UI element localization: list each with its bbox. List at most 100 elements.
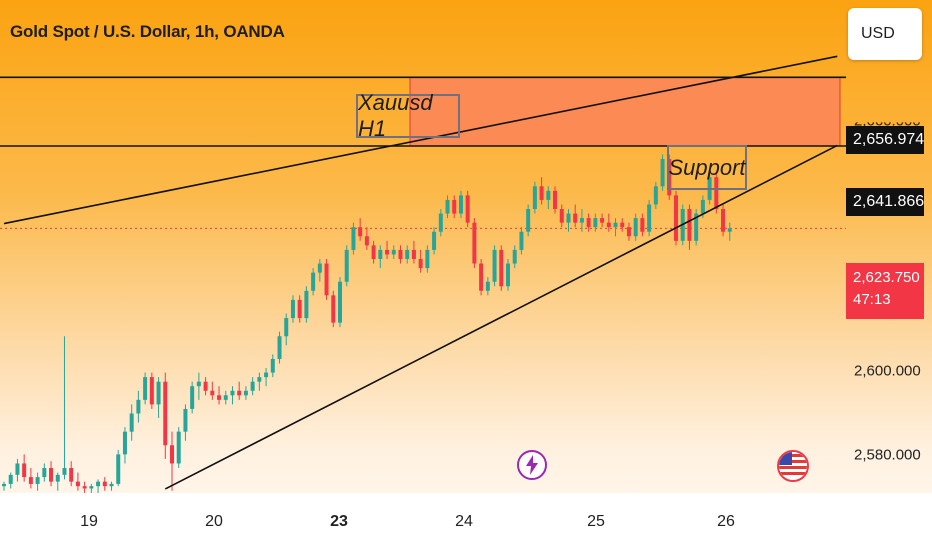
candle-body (647, 204, 652, 232)
candle-body (532, 186, 537, 210)
candle-body (613, 222, 618, 228)
candle-body (358, 227, 363, 237)
candle-body (640, 218, 645, 232)
candle-body (485, 281, 490, 291)
candle-body (606, 222, 611, 228)
candle-body (344, 249, 349, 282)
candle-body (62, 468, 67, 475)
current-price-value: 2,623.750 (853, 269, 920, 286)
candle-body (230, 390, 235, 396)
candle-body (667, 159, 672, 196)
candle-body (176, 431, 181, 464)
symbol-label: Xauusd H1 (358, 90, 433, 141)
candle-body (492, 249, 497, 282)
time-axis (0, 493, 932, 550)
candle-body (687, 209, 692, 241)
candle-body (122, 431, 127, 455)
candle-body (674, 195, 678, 241)
candle-body (324, 263, 329, 296)
candle-body (237, 390, 242, 396)
current-price-tag: 2,623.750 47:13 (846, 263, 924, 319)
candle-body (223, 395, 228, 400)
chart-title: Gold Spot / U.S. Dollar, 1h, OANDA (10, 22, 285, 41)
candle-body (163, 381, 168, 446)
candle-body (250, 381, 255, 391)
candle-body (2, 483, 6, 487)
candle-body (75, 481, 80, 487)
us-flag-glyph (779, 452, 807, 480)
candle-body (297, 299, 302, 319)
candle-body (351, 227, 356, 250)
support-label-box: Support (667, 145, 747, 190)
candle-body (210, 390, 215, 396)
candle-body (190, 386, 195, 409)
candle-body (257, 377, 262, 382)
candle-body (331, 295, 336, 323)
x-tick-label: 23 (330, 513, 348, 530)
candle-body (55, 474, 60, 482)
candle-body (506, 263, 510, 287)
candle-body (290, 299, 295, 319)
candle-body (398, 249, 403, 259)
candle-body (304, 290, 309, 319)
candle-body (405, 249, 410, 259)
candle-body (593, 218, 598, 228)
candle-body (22, 463, 27, 478)
candle-body (391, 249, 396, 255)
candle-body (143, 377, 148, 400)
candle-body (445, 199, 450, 214)
support-label: Support (668, 154, 746, 180)
candle-body (586, 218, 591, 228)
support-zone (409, 76, 841, 147)
candle-body (317, 263, 322, 273)
level-high-tag: 2,656.974 (846, 126, 924, 154)
candle-body (573, 213, 578, 223)
candle-body (116, 454, 121, 484)
candle-body (28, 477, 33, 484)
candle-body (425, 249, 430, 269)
candle-body (714, 177, 719, 210)
trendline-lower (164, 144, 838, 490)
candle-body (579, 218, 584, 223)
candle-body (452, 199, 457, 214)
lightning-glyph (526, 455, 538, 475)
candle-body (633, 218, 638, 237)
candle-body (378, 249, 383, 259)
candle-body (721, 209, 726, 232)
candle-body (559, 209, 564, 223)
candle-body (700, 199, 705, 214)
currency-button[interactable]: USD (848, 8, 922, 60)
candle-body (458, 195, 463, 214)
candle-body (338, 281, 342, 323)
candle-body (170, 445, 174, 464)
candle-body (109, 483, 114, 487)
candle-body (49, 468, 54, 482)
candle-body (546, 190, 551, 200)
y-tick-label: 2,600.000 (854, 362, 921, 380)
candle-body (89, 486, 94, 489)
symbol-label-box: Xauusd H1 (356, 90, 460, 141)
candle-body (311, 272, 316, 291)
lightning-icon[interactable] (517, 450, 547, 480)
trendline-upper (3, 55, 838, 225)
candle-body (69, 468, 74, 482)
candle-body (203, 381, 208, 391)
candle-body (102, 481, 107, 487)
candle-body (519, 231, 524, 250)
candle-body (499, 249, 504, 287)
candle-body (566, 213, 571, 223)
candle-body (512, 249, 517, 264)
us-flag-icon[interactable] (777, 450, 809, 482)
candle-body (526, 209, 531, 232)
candle-body (217, 395, 222, 400)
candle-body (660, 159, 665, 187)
candle-body (96, 481, 101, 487)
candle-body (385, 249, 390, 255)
candle-body (418, 258, 423, 269)
x-tick-label: 24 (455, 513, 473, 530)
y-tick-label: 2,580.000 (854, 446, 921, 464)
candle-body (620, 222, 625, 228)
candle-body (270, 358, 275, 373)
